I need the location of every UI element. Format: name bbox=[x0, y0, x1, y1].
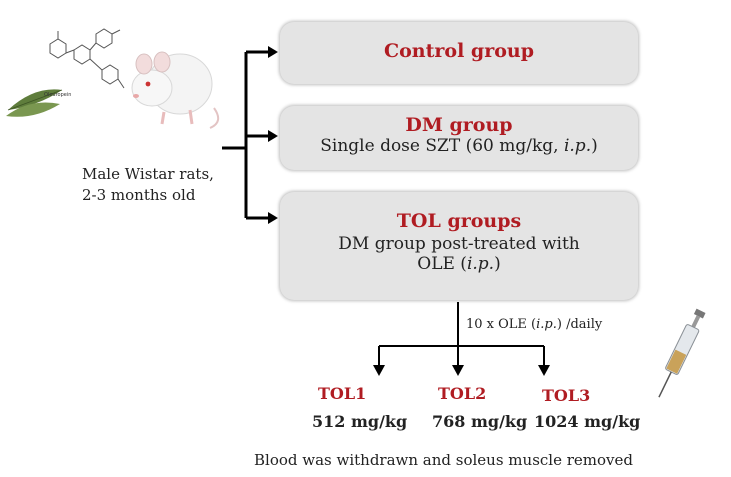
dm-desc-end: ) bbox=[591, 136, 598, 156]
rats-line-1: Male Wistar rats, bbox=[82, 165, 214, 183]
dm-group-description: Single dose SZT (60 mg/kg, i.p.) bbox=[280, 136, 638, 156]
rats-description: Male Wistar rats, 2-3 months old bbox=[82, 164, 214, 206]
treatment-pre: 10 x OLE ( bbox=[466, 317, 537, 332]
white-rat-icon bbox=[131, 51, 220, 129]
tol2-name: TOL2 bbox=[438, 384, 487, 403]
tol3-dose: 1024 mg/kg bbox=[534, 412, 641, 431]
dm-group-box: DM group Single dose SZT (60 mg/kg, i.p.… bbox=[280, 106, 638, 170]
oleuropein-molecule-icon: Oleuropein bbox=[44, 28, 125, 98]
control-group-title: Control group bbox=[384, 40, 534, 62]
tol-desc-italic: i.p. bbox=[466, 254, 495, 274]
tol-desc-line-2: OLE (i.p.) bbox=[280, 254, 638, 274]
tol3-name: TOL3 bbox=[542, 386, 591, 405]
treatment-post: ) /daily bbox=[556, 317, 603, 332]
tol-groups-box: TOL groups DM group post-treated with OL… bbox=[280, 192, 638, 300]
rats-line-2: 2-3 months old bbox=[82, 186, 196, 204]
treatment-italic: i.p. bbox=[536, 317, 557, 332]
footer-note: Blood was withdrawn and soleus muscle re… bbox=[254, 451, 633, 469]
tol2-dose: 768 mg/kg bbox=[432, 412, 528, 431]
control-group-box: Control group bbox=[280, 22, 638, 84]
tol-desc-pre: OLE ( bbox=[417, 254, 467, 274]
dm-desc-main: Single dose SZT (60 mg/kg, bbox=[320, 136, 564, 156]
tol-desc-line-1: DM group post-treated with bbox=[338, 234, 580, 254]
tol-groups-title: TOL groups bbox=[396, 210, 522, 232]
tol1-dose: 512 mg/kg bbox=[312, 412, 408, 431]
molecule-label: Oleuropein bbox=[44, 92, 71, 98]
syringe-icon bbox=[658, 308, 706, 398]
tol-desc-end: ) bbox=[494, 254, 501, 274]
tol1-name: TOL1 bbox=[318, 384, 367, 403]
dm-group-title: DM group bbox=[405, 114, 513, 136]
dm-desc-italic: i.p. bbox=[563, 136, 592, 156]
treatment-label: 10 x OLE (i.p.) /daily bbox=[466, 317, 602, 332]
olive-leaves-icon bbox=[6, 89, 63, 117]
